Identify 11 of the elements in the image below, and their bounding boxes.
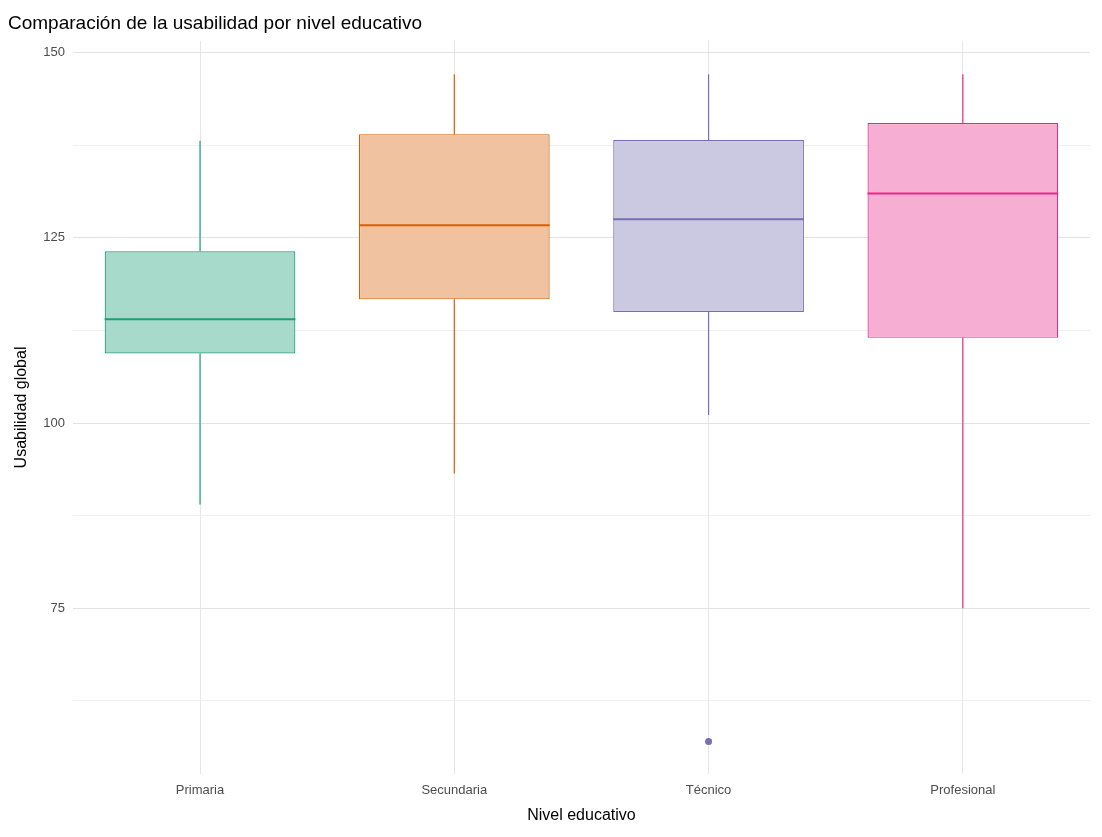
x-tick-label: Primaria	[175, 781, 225, 797]
y-tick-label: 75	[50, 599, 65, 615]
x-tick-label: Secundaria	[421, 781, 488, 797]
y-tick-label: 100	[43, 414, 65, 430]
x-tick-label: Técnico	[685, 781, 732, 797]
chart-title: Comparación de la usabilidad por nivel educativo	[8, 11, 423, 33]
y-tick-label: 150	[43, 44, 65, 60]
y-axis-title: Usabilidad global	[12, 346, 30, 469]
x-axis-title: Nivel educativo	[527, 805, 636, 823]
x-tick-label: Profesional	[930, 781, 996, 797]
y-tick-label: 125	[43, 229, 65, 245]
